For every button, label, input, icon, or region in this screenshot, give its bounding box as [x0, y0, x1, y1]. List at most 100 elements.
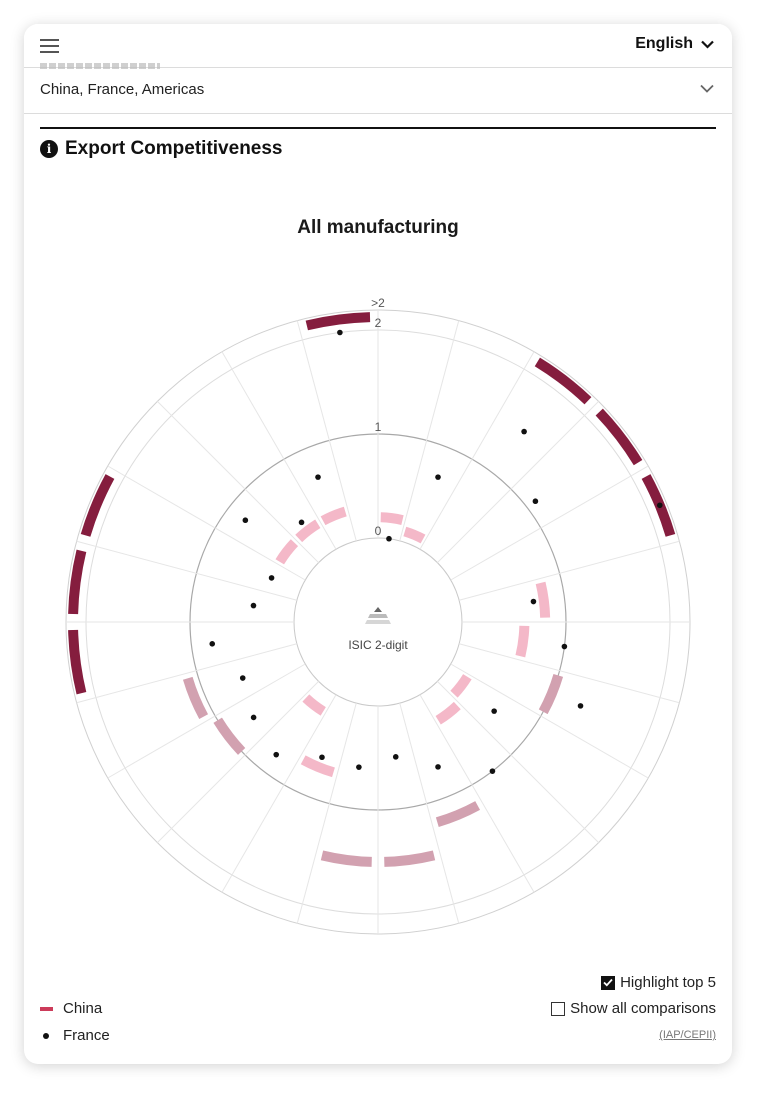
france-point: [435, 474, 441, 480]
china-arc: [535, 581, 551, 618]
france-point: [532, 498, 539, 505]
grid-spoke: [221, 351, 337, 550]
china-arc: [403, 526, 426, 544]
legend-item-france: France: [40, 1027, 110, 1044]
france-point: [386, 535, 392, 542]
china-arc: [300, 755, 335, 778]
china-arc: [515, 625, 530, 658]
china-arc: [320, 850, 372, 867]
selector-value: China, France, Americas: [40, 81, 205, 98]
china-arc: [320, 506, 347, 526]
grid-spoke: [76, 540, 297, 601]
france-point: [209, 641, 216, 647]
grid-spoke: [450, 663, 649, 779]
pyramid-icon-base: [365, 620, 391, 624]
grid-spoke: [437, 681, 599, 843]
china-arc: [534, 357, 592, 405]
grid-spoke: [399, 703, 460, 924]
france-point: [656, 502, 663, 509]
grid-spoke: [459, 540, 680, 601]
highlight-top5-toggle[interactable]: Highlight top 5: [601, 974, 716, 991]
china-arc: [435, 701, 461, 725]
section-title: Export Competitiveness: [65, 138, 283, 159]
france-point: [435, 764, 441, 770]
china-arc: [213, 717, 246, 755]
grid-spoke: [157, 401, 319, 563]
france-point: [315, 474, 321, 480]
section-divider: [40, 127, 716, 129]
section-heading: i Export Competitiveness: [40, 138, 283, 160]
legend-label-france: France: [63, 1027, 110, 1044]
france-point: [337, 329, 343, 336]
france-point: [242, 517, 249, 524]
radial-chart: 0 1 2 >2 ISIC 2-digit: [65, 296, 691, 935]
china-arc: [182, 676, 209, 720]
france-point: [239, 675, 246, 681]
grid-spoke: [450, 465, 649, 581]
chart-title: All manufacturing: [297, 217, 459, 238]
france-point: [489, 768, 496, 774]
grid-spoke: [221, 694, 337, 893]
selector-label-ghost: [40, 63, 160, 69]
grid-spoke: [107, 663, 306, 779]
top-bar: English: [24, 24, 732, 68]
china-arc: [68, 549, 87, 615]
france-point: [392, 754, 399, 760]
source-link[interactable]: (IAP/CEPII): [659, 1029, 716, 1041]
china-arc: [275, 539, 299, 565]
grid-spoke: [296, 703, 357, 924]
show-all-comparisons-toggle[interactable]: Show all comparisons: [551, 1000, 716, 1017]
chevron-down-icon: [701, 40, 714, 49]
china-arc: [538, 673, 564, 715]
grid-spoke: [399, 320, 460, 541]
france-point: [521, 428, 527, 435]
legend-swatch-france: [43, 1032, 49, 1039]
legend-swatch-china: [40, 1006, 53, 1011]
grid-spoke: [157, 681, 319, 843]
france-point: [250, 714, 257, 721]
grid-spoke: [459, 643, 680, 704]
chevron-down-icon: [700, 84, 714, 93]
checkbox-checked-icon[interactable]: [601, 975, 616, 990]
china-arc: [384, 850, 436, 867]
grid-spoke: [296, 320, 357, 541]
ring-tick-label: 0: [375, 524, 382, 538]
china-arc: [68, 629, 87, 695]
chart-card: English China, France, Americas i Export…: [24, 24, 732, 1064]
france-point: [268, 575, 275, 581]
ring-tick-label: 1: [375, 420, 382, 434]
pyramid-icon-layer: [368, 614, 388, 618]
legend-label-china: China: [63, 1000, 103, 1017]
china-arc: [450, 674, 472, 698]
ring-tick-label: 2: [375, 316, 382, 330]
grid-spoke: [76, 643, 297, 704]
hamburger-icon[interactable]: [40, 38, 60, 54]
china-arc: [305, 312, 371, 331]
country-selector[interactable]: China, France, Americas: [24, 63, 732, 114]
info-icon[interactable]: i: [40, 140, 58, 158]
china-arc: [380, 512, 404, 525]
france-point: [250, 602, 257, 609]
grid-spoke: [419, 694, 535, 893]
france-point: [561, 643, 568, 650]
france-point: [273, 751, 280, 758]
language-selector[interactable]: English: [635, 35, 714, 53]
highlight-top5-label: Highlight top 5: [620, 974, 716, 991]
china-arc: [595, 408, 643, 466]
show-all-comparisons-label: Show all comparisons: [570, 1000, 716, 1017]
china-arc: [80, 474, 115, 537]
grid-spoke: [107, 465, 306, 581]
center-label: ISIC 2-digit: [348, 638, 408, 652]
checkbox-icon[interactable]: [551, 1001, 566, 1016]
france-point: [530, 598, 537, 605]
china-arc: [295, 519, 321, 543]
france-point: [298, 519, 305, 526]
france-point: [491, 708, 497, 714]
china-arc: [435, 801, 481, 827]
france-point: [356, 764, 362, 770]
legend-item-china: China: [40, 1000, 102, 1017]
language-label: English: [635, 35, 693, 52]
grid-spoke: [419, 351, 535, 550]
pyramid-icon: [374, 607, 382, 612]
france-point: [319, 754, 325, 761]
